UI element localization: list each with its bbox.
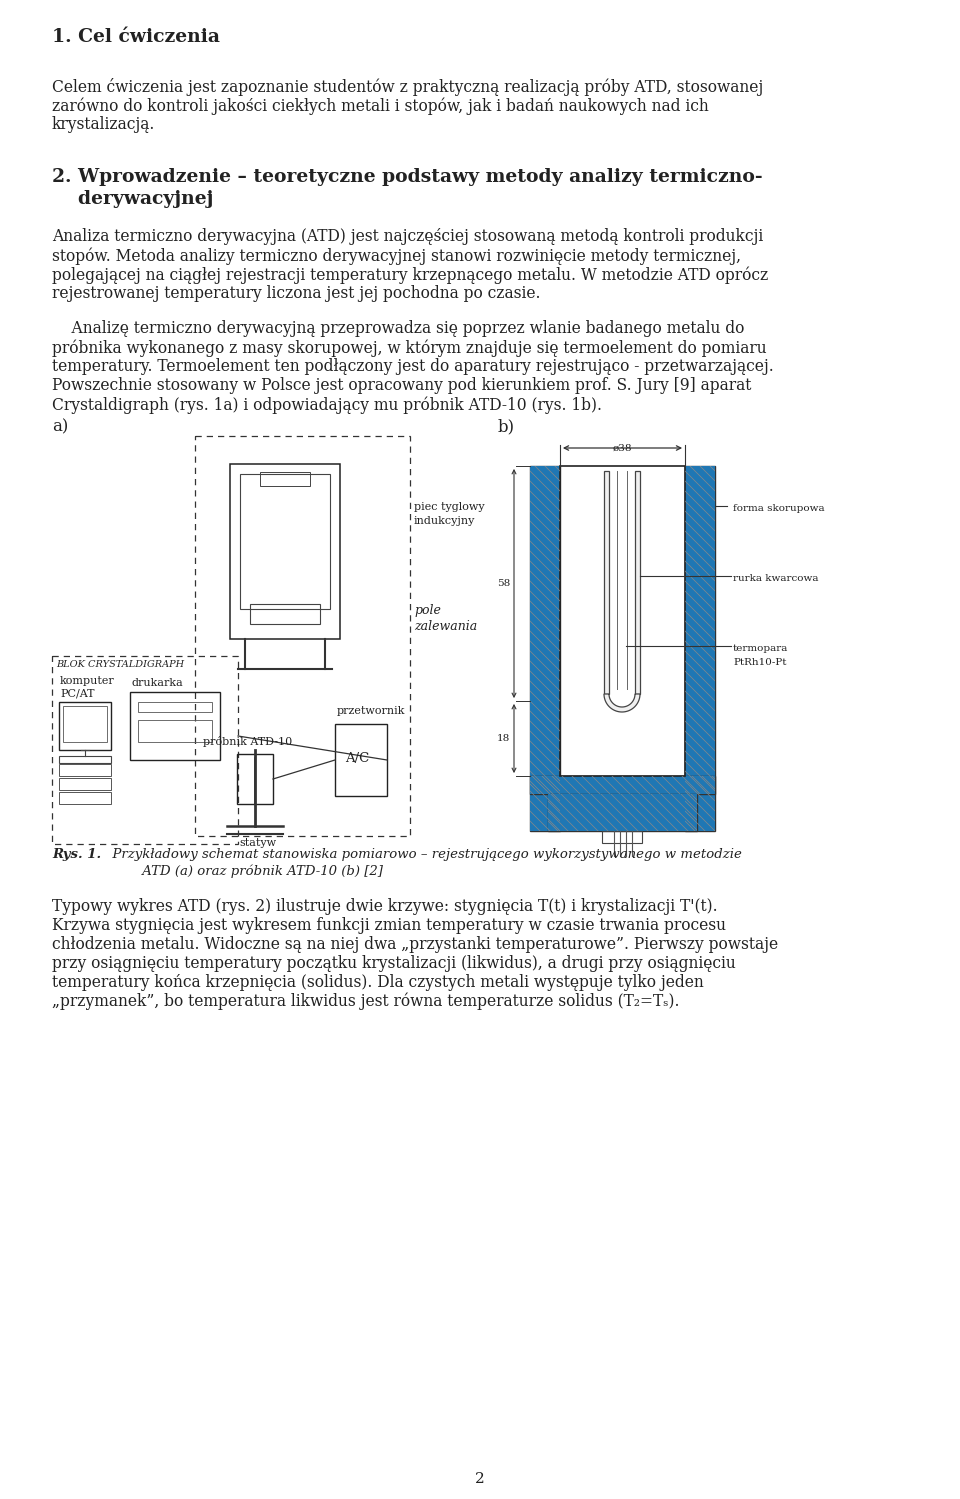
Text: zarówno do kontroli jakości ciekłych metali i stopów, jak i badań naukowych nad : zarówno do kontroli jakości ciekłych met… xyxy=(52,97,708,114)
Text: przetwornik: przetwornik xyxy=(337,706,405,717)
Text: zalewania: zalewania xyxy=(414,621,477,633)
Text: 58: 58 xyxy=(496,579,510,588)
Polygon shape xyxy=(604,471,609,694)
Text: Rys. 1.: Rys. 1. xyxy=(52,848,101,860)
Text: b): b) xyxy=(498,418,516,435)
Text: piec tyglowy: piec tyglowy xyxy=(414,502,485,513)
Polygon shape xyxy=(530,466,560,830)
Text: BLOK CRYSTALDIGRAPH: BLOK CRYSTALDIGRAPH xyxy=(56,660,184,669)
Text: komputer: komputer xyxy=(60,676,115,687)
Text: A/C: A/C xyxy=(345,752,370,764)
Text: „przymanek”, bo temperatura likwidus jest równa temperaturze solidus (T₂=Tₛ).: „przymanek”, bo temperatura likwidus jes… xyxy=(52,992,680,1010)
Text: próbnika wykonanego z masy skorupowej, w którym znajduje się termoelement do pom: próbnika wykonanego z masy skorupowej, w… xyxy=(52,339,767,357)
Text: Celem ćwiczenia jest zapoznanie studentów z praktyczną realizacją próby ATD, sto: Celem ćwiczenia jest zapoznanie studentó… xyxy=(52,78,763,96)
Polygon shape xyxy=(530,776,715,794)
Polygon shape xyxy=(548,794,697,830)
Text: 2. Wprowadzenie – teoretyczne podstawy metody analizy termiczno-: 2. Wprowadzenie – teoretyczne podstawy m… xyxy=(52,168,762,186)
Polygon shape xyxy=(685,466,715,830)
Text: Crystaldigraph (rys. 1a) i odpowiadający mu próbnik ATD-10 (rys. 1b).: Crystaldigraph (rys. 1a) i odpowiadający… xyxy=(52,396,602,414)
Polygon shape xyxy=(530,776,715,794)
Text: 2: 2 xyxy=(475,1472,485,1486)
Text: ø38: ø38 xyxy=(612,444,632,453)
Text: pole: pole xyxy=(414,604,441,618)
Text: krystalizacją.: krystalizacją. xyxy=(52,115,156,133)
Text: Krzywa stygnięcia jest wykresem funkcji zmian temperatury w czasie trwania proce: Krzywa stygnięcia jest wykresem funkcji … xyxy=(52,917,726,934)
Text: indukcyjny: indukcyjny xyxy=(414,516,475,526)
Text: Typowy wykres ATD (rys. 2) ilustruje dwie krzywe: stygnięcia T(t) i krystalizacj: Typowy wykres ATD (rys. 2) ilustruje dwi… xyxy=(52,898,718,914)
Text: Przykładowy schemat stanowiska pomiarowo – rejestrującego wykorzystywanego w met: Przykładowy schemat stanowiska pomiarowo… xyxy=(104,848,742,860)
Text: rejestrowanej temperatury liczona jest jej pochodna po czasie.: rejestrowanej temperatury liczona jest j… xyxy=(52,285,540,301)
Polygon shape xyxy=(604,694,640,712)
Text: Analiza termiczno derywacyjna (ATD) jest najczęściej stosowaną metodą kontroli p: Analiza termiczno derywacyjna (ATD) jest… xyxy=(52,228,763,244)
Text: PtRh10-Pt: PtRh10-Pt xyxy=(733,658,786,667)
Text: forma skorupowa: forma skorupowa xyxy=(733,504,825,513)
Text: PC/AT: PC/AT xyxy=(60,688,94,699)
Text: przy osiągnięciu temperatury początku krystalizacji (likwidus), a drugi przy osi: przy osiągnięciu temperatury początku kr… xyxy=(52,955,735,971)
Text: termopara: termopara xyxy=(733,645,788,654)
Text: 18: 18 xyxy=(496,733,510,742)
Text: a): a) xyxy=(52,418,68,435)
Text: temperatury. Termoelement ten podłączony jest do aparatury rejestrująco - przetw: temperatury. Termoelement ten podłączony… xyxy=(52,358,774,375)
Text: Powszechnie stosowany w Polsce jest opracowany pod kierunkiem prof. S. Jury [9] : Powszechnie stosowany w Polsce jest opra… xyxy=(52,378,752,394)
Text: statyw: statyw xyxy=(239,838,276,848)
Text: rurka kwarcowa: rurka kwarcowa xyxy=(733,574,819,583)
Text: drukarka: drukarka xyxy=(132,678,183,688)
Text: Analizę termiczno derywacyjną przeprowadza się poprzez wlanie badanego metalu do: Analizę termiczno derywacyjną przeprowad… xyxy=(52,319,744,337)
Polygon shape xyxy=(530,466,560,830)
Polygon shape xyxy=(685,466,715,830)
Text: ATD (a) oraz próbnik ATD-10 (b) [2]: ATD (a) oraz próbnik ATD-10 (b) [2] xyxy=(104,863,383,877)
Text: polegającej na ciągłej rejestracji temperatury krzepnącego metalu. W metodzie AT: polegającej na ciągłej rejestracji tempe… xyxy=(52,265,768,283)
Text: chłodzenia metalu. Widoczne są na niej dwa „przystanki temperaturowe”. Pierwszy : chłodzenia metalu. Widoczne są na niej d… xyxy=(52,935,779,953)
Text: 1. Cel ćwiczenia: 1. Cel ćwiczenia xyxy=(52,28,220,46)
Text: derywacyjnej: derywacyjnej xyxy=(52,190,213,208)
Polygon shape xyxy=(635,471,640,694)
Text: stopów. Metoda analizy termiczno derywacyjnej stanowi rozwinięcie metody termicz: stopów. Metoda analizy termiczno derywac… xyxy=(52,247,741,264)
Polygon shape xyxy=(548,794,697,830)
Text: temperatury końca krzepnięcia (solidus). Dla czystych metali występuje tylko jed: temperatury końca krzepnięcia (solidus).… xyxy=(52,974,704,991)
Text: próbnik ATD-10: próbnik ATD-10 xyxy=(203,736,292,747)
